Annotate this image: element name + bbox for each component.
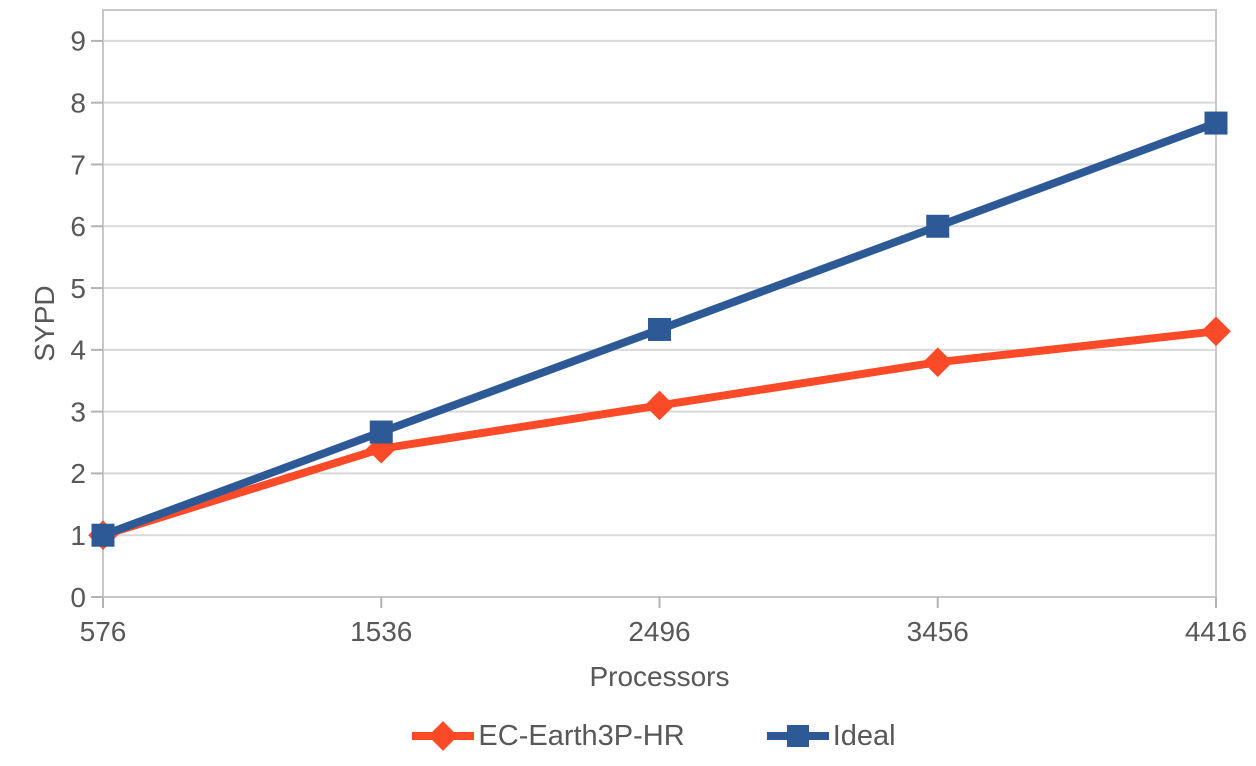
x-tick-label: 576 <box>80 616 127 647</box>
y-tick-label: 0 <box>70 582 86 613</box>
y-axis-tick-labels: 0 1 2 3 4 5 6 7 8 9 <box>70 26 86 613</box>
series-markers-1 <box>91 111 1228 547</box>
x-tick-label: 3456 <box>907 616 969 647</box>
x-tick-label: 1536 <box>350 616 412 647</box>
x-axis-title: Processors <box>589 661 729 692</box>
legend-item-1: Ideal <box>766 718 896 754</box>
x-tick-label: 4416 <box>1185 616 1247 647</box>
chart-legend: EC-Earth3P-HR Ideal <box>0 718 1256 754</box>
y-tick-label: 7 <box>70 149 86 180</box>
y-tick-label: 2 <box>70 458 86 489</box>
y-axis-title: SYPD <box>29 285 60 361</box>
legend-label: EC-Earth3P-HR <box>478 719 685 752</box>
y-tick-label: 3 <box>70 396 86 427</box>
y-tick-label: 9 <box>70 26 86 57</box>
y-tick-label: 5 <box>70 273 86 304</box>
y-tick-label: 6 <box>70 211 86 242</box>
legend-marker-diamond-icon <box>412 721 475 751</box>
y-tick-label: 8 <box>70 87 86 118</box>
x-axis-tick-labels: 576 1536 2496 3456 4416 <box>80 616 1248 647</box>
y-tick-label: 1 <box>70 520 86 551</box>
plot-border <box>102 9 1217 598</box>
legend-marker-square-icon <box>766 725 829 747</box>
legend-label: Ideal <box>832 719 896 752</box>
series-line-0 <box>99 327 1220 540</box>
legend-item-0: EC-Earth3P-HR <box>412 718 685 754</box>
y-tick-label: 4 <box>70 335 86 366</box>
x-tick-label: 2496 <box>628 616 690 647</box>
